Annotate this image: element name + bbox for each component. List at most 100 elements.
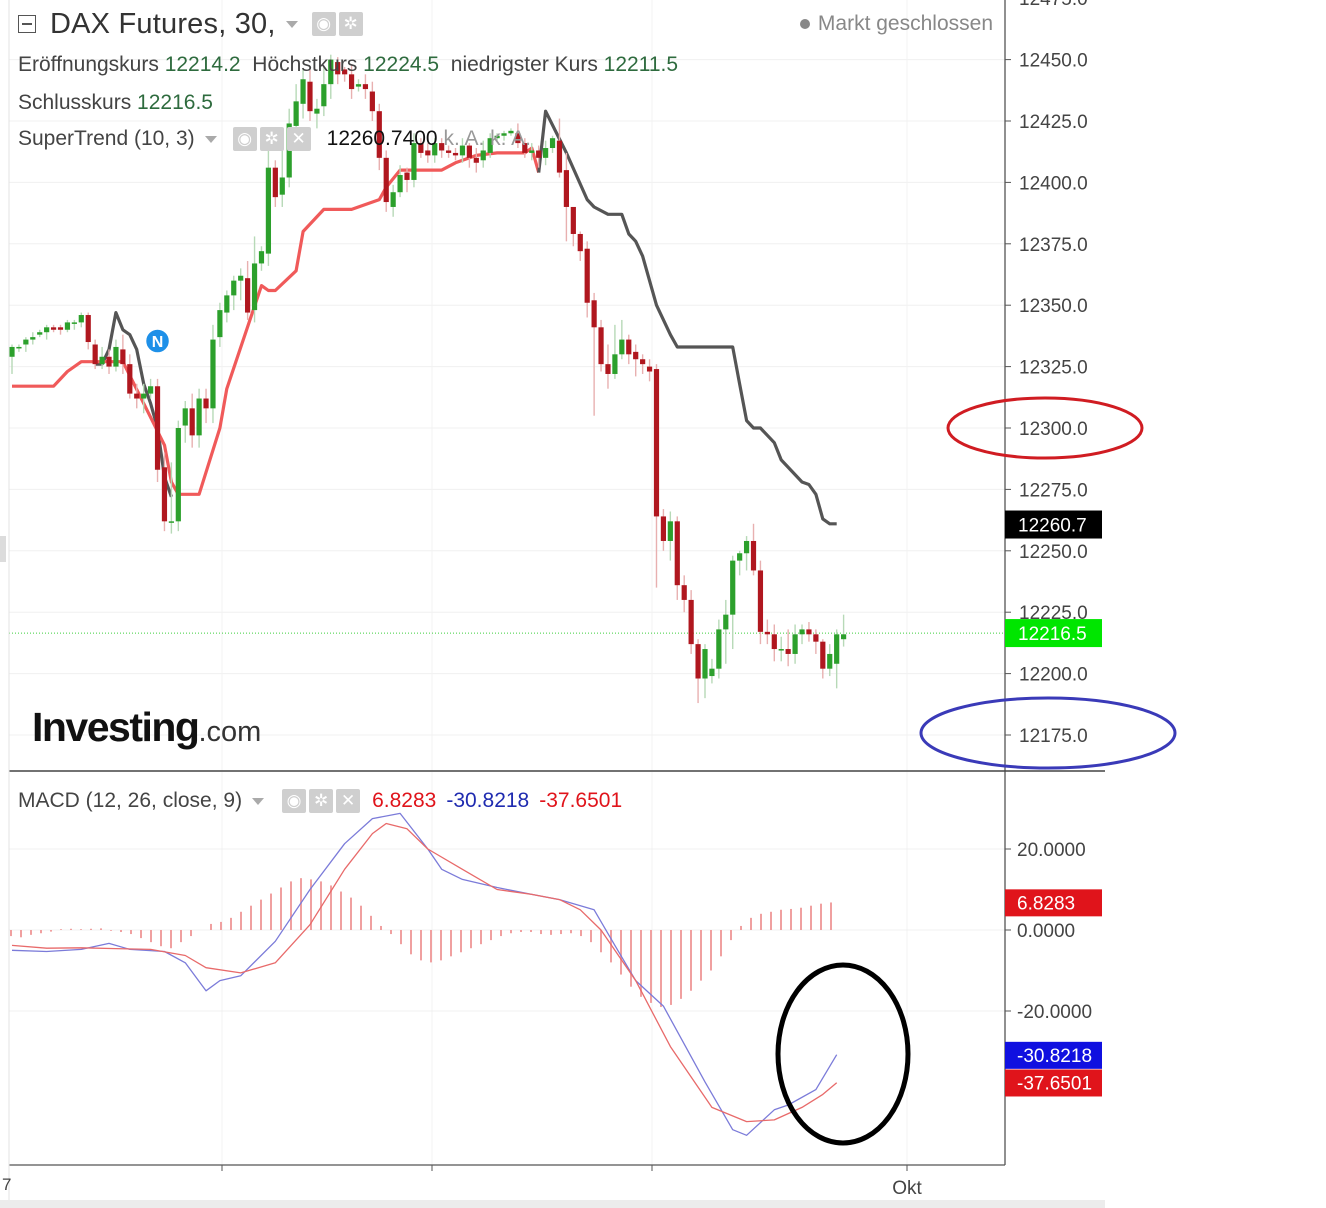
candle-body <box>300 79 306 104</box>
candle-body <box>57 327 64 330</box>
candle-body <box>168 521 174 523</box>
macd-tick-label: 0.0000 <box>1017 921 1075 942</box>
candle-body <box>820 641 826 669</box>
candle-body <box>591 300 597 328</box>
candle-body <box>44 327 50 333</box>
candle-body <box>834 634 840 664</box>
collapse-icon[interactable] <box>18 15 36 33</box>
macd-badge <box>1005 1069 1102 1097</box>
candle-body <box>30 337 36 340</box>
supertrend-na-2: k. A. <box>490 127 532 150</box>
candle-body <box>189 408 195 436</box>
candle-body <box>515 133 521 144</box>
blue-annotation-ellipse <box>919 696 1177 770</box>
eye-icon[interactable]: ◉ <box>311 12 336 36</box>
candle-body <box>50 327 57 330</box>
close-label: Schlusskurs <box>18 91 132 114</box>
candle-body <box>432 143 438 156</box>
price-badge <box>1005 510 1102 539</box>
chevron-down-icon[interactable] <box>204 135 217 143</box>
eye-icon[interactable]: ◉ <box>232 127 257 151</box>
candlesticks <box>9 54 847 704</box>
candle-body <box>148 386 154 394</box>
candle-body <box>182 408 188 426</box>
supertrend-label[interactable]: SuperTrend (10, 3) <box>18 127 195 150</box>
candle-body <box>418 143 424 153</box>
candle-body <box>141 393 147 399</box>
gear-icon[interactable]: ✲ <box>309 789 334 813</box>
candle-body <box>175 428 181 522</box>
candle-body <box>293 101 299 126</box>
supertrend-values: 12260.7400 k. A. k. A. <box>327 127 531 151</box>
logo-suffix: .com <box>198 716 262 748</box>
candle-body <box>397 175 403 193</box>
macd-label[interactable]: MACD (12, 26, close, 9) <box>18 789 243 812</box>
candle-body <box>674 521 680 586</box>
macd-signal-value: -37.6501 <box>539 789 623 812</box>
candle-body <box>134 393 140 399</box>
candle-body <box>743 540 750 554</box>
candle-body <box>827 653 833 669</box>
candle-body <box>653 369 660 517</box>
candle-body <box>716 629 722 669</box>
price-tick-label: 12325.0 <box>1019 358 1088 379</box>
price-badge-label: 12216.5 <box>1018 624 1087 645</box>
price-tick-label: 12425.0 <box>1019 112 1088 133</box>
close-icon[interactable]: ✕ <box>286 127 311 151</box>
candle-body <box>543 148 549 158</box>
candle-body <box>196 398 202 436</box>
macd-line-value: -30.8218 <box>446 789 530 812</box>
symbol-title[interactable]: DAX Futures, 30, <box>50 7 276 40</box>
candle-body <box>106 356 112 367</box>
candle-body <box>120 349 126 365</box>
candle-body <box>307 81 313 112</box>
candle-body <box>681 585 687 600</box>
candle-body <box>314 108 320 114</box>
news-marker-icon <box>144 328 171 354</box>
candle-body <box>459 145 466 156</box>
chart-frame <box>0 0 1105 1208</box>
eye-icon[interactable]: ◉ <box>282 789 307 813</box>
macd-histogram <box>10 878 832 1007</box>
candle-body <box>362 84 369 90</box>
candle-body <box>113 346 119 367</box>
macd-badge <box>1005 1041 1102 1069</box>
supertrend-lines <box>12 109 837 526</box>
low-value: 12211.5 <box>603 53 679 76</box>
open-value: 12214.2 <box>164 53 241 76</box>
candle-body <box>660 516 667 541</box>
news-marker-label: N <box>152 334 164 351</box>
red-annotation-ellipse <box>946 396 1144 460</box>
close-icon[interactable]: ✕ <box>336 789 361 813</box>
macd-tick-label: 20.0000 <box>1017 840 1086 861</box>
candle-body <box>709 668 715 677</box>
candle-body <box>161 467 168 522</box>
gear-icon[interactable]: ✲ <box>338 12 363 36</box>
chevron-down-icon[interactable] <box>252 797 265 805</box>
candle-body <box>494 135 500 139</box>
candle-body <box>723 614 729 630</box>
candle-body <box>279 177 285 195</box>
annotations: N <box>144 328 1177 1146</box>
macd-legend: MACD (12, 26, close, 9) ◉ ✲ ✕ 6.8283 -30… <box>18 789 632 813</box>
candle-body <box>272 167 278 198</box>
candle-body <box>806 629 812 635</box>
candle-body <box>92 344 98 365</box>
candle-body <box>376 111 382 158</box>
candle-body <box>404 172 410 180</box>
candle-body <box>328 59 334 85</box>
price-tick-label: 12175.0 <box>1019 726 1088 747</box>
candle-body <box>737 553 743 561</box>
macd-histogram-value: 6.8283 <box>372 789 437 812</box>
chevron-down-icon[interactable] <box>285 20 298 28</box>
candle-body <box>348 74 355 90</box>
candle-body <box>445 150 452 153</box>
gear-icon[interactable]: ✲ <box>259 127 284 151</box>
candle-body <box>695 644 701 679</box>
candle-body <box>258 251 265 264</box>
candle-body <box>224 295 230 313</box>
candle-body <box>71 322 77 324</box>
candle-body <box>411 143 417 180</box>
candle-body <box>702 649 708 679</box>
ohlc-row-2: Schlusskurs 12216.5 <box>18 91 213 115</box>
